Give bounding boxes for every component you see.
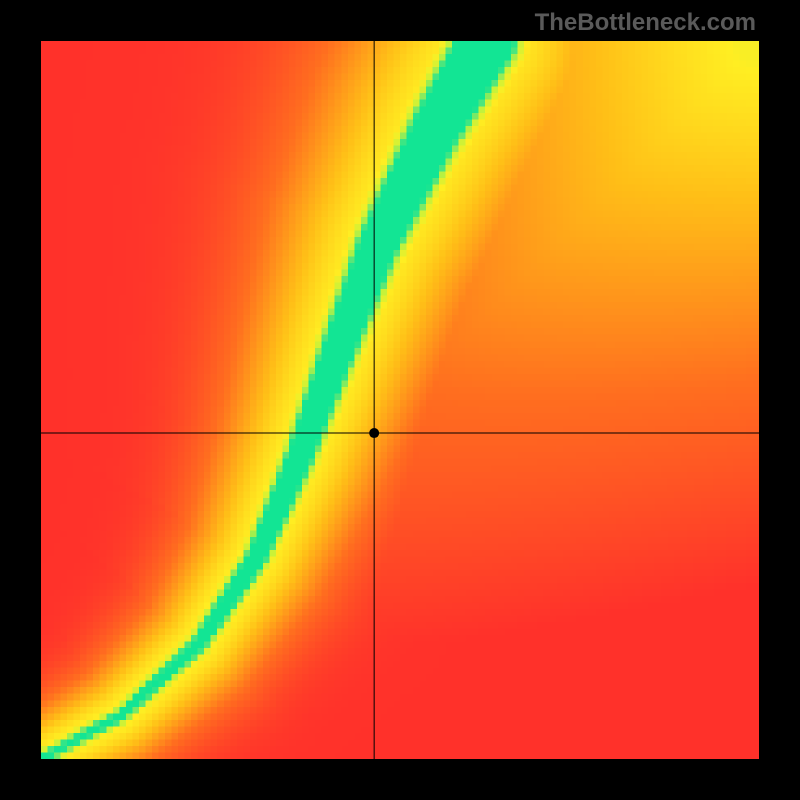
chart-container: TheBottleneck.com	[0, 0, 800, 800]
bottleneck-heatmap	[41, 41, 759, 759]
watermark-text: TheBottleneck.com	[535, 9, 756, 37]
